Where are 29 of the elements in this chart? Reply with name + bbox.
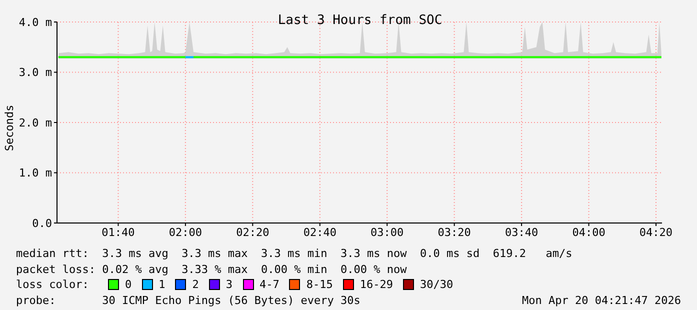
text: probe: 30 ICMP Echo Pings (56 Bytes) every 30s — [16, 292, 360, 308]
y-tick-label: 3.0 m — [18, 66, 52, 80]
legend-label: 16-29 — [360, 277, 393, 292]
x-tick-label: 03:20 — [438, 226, 471, 239]
y-tick-label: 4.0 m — [18, 16, 52, 29]
text: Mon Apr 20 04:21:47 2026 — [522, 292, 681, 308]
x-tick-label: 01:40 — [102, 226, 135, 239]
text: packet loss: 0.02 % avg 3.33 % max 0.00 % min 0.00 % now — [16, 262, 408, 277]
x-tick-label: 04:00 — [572, 226, 606, 239]
y-tick-label: 0.0 — [32, 216, 52, 230]
legend-label: 8-15 — [306, 277, 333, 292]
legend-label: 4-7 — [260, 277, 280, 292]
x-tick-label: 02:20 — [236, 226, 270, 239]
legend-label: 1 — [158, 277, 166, 292]
y-tick-label: 1.0 m — [18, 166, 52, 180]
y-tick-label: 2.0 m — [18, 116, 52, 130]
x-tick-label: 02:00 — [168, 226, 202, 239]
legend-label: 3 — [226, 277, 232, 292]
legend-label: 0 — [125, 277, 132, 292]
x-tick-label: 03:40 — [504, 226, 538, 239]
text: median rtt: 3.3 ms avg 3.3 ms max 3.3 ms min 3.3 ms now 0.0 ms sd 619.2 am/s — [16, 246, 574, 262]
chart-title: Last 3 Hours from SOC — [278, 13, 442, 28]
x-tick-label: 03:00 — [370, 226, 404, 239]
x-tick-label: 02:40 — [303, 226, 336, 239]
x-tick-label: 04:20 — [639, 226, 673, 239]
legend-label: 30/30 — [420, 277, 454, 292]
y-axis-title: Seconds — [3, 104, 16, 152]
legend-title: loss color: — [16, 277, 90, 292]
legend-label: 2 — [192, 277, 199, 292]
